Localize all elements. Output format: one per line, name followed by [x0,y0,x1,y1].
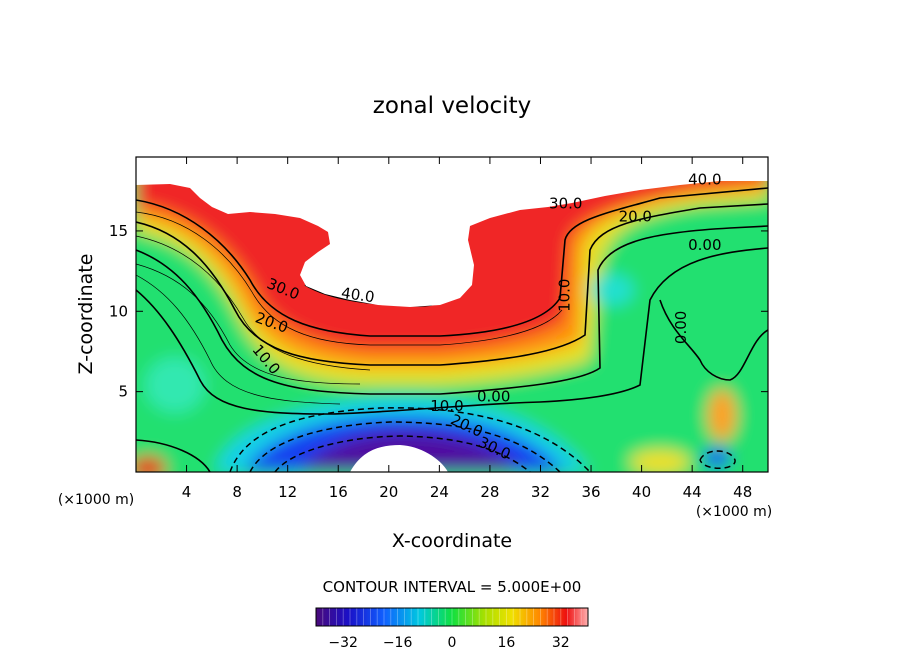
y-axis-label: Z-coordinate [75,254,97,375]
contour-label: 40.0 [688,170,721,188]
y-tick-label: 10 [109,302,128,320]
x-tick-label: 32 [531,483,550,501]
contour-neg-20 [249,421,561,472]
chart-title: zonal velocity [373,93,531,119]
x-unit-left: (×1000 m) [58,492,134,508]
y-tick-label: 5 [118,383,128,401]
topography-lower [350,445,448,472]
x-axis-label: X-coordinate [392,530,512,552]
contour-neg-30 [274,435,531,472]
colorbar-tick-label: 32 [552,635,570,651]
contour-label: 0.00 [477,387,510,405]
colorbar: −32 −16 0 16 32 [315,607,589,651]
contour-neg-10 [229,407,591,472]
field-cyan-patch-right [590,274,634,306]
field-orange-patch [708,389,736,441]
colorbar-ticks: −32 −16 0 16 32 [328,635,569,651]
contour-label: 30.0 [549,194,582,212]
contour-label-layer: 40.030.020.010.00.0010.020.030.040.030.0… [249,170,722,463]
contour-label: 0.00 [672,311,690,344]
field-red-corner [136,456,166,472]
contour-label: 0.00 [688,236,721,254]
colorbar-tick-label: −16 [383,635,413,651]
colorbar-tick-label: 16 [497,635,515,651]
contour-label: 40.0 [340,284,376,306]
x-tick-label: 48 [733,483,752,501]
contour-30 [136,187,768,337]
contour-thin-25 [136,235,371,371]
contour-neg-right [699,450,736,469]
contour-interval-note: CONTOUR INTERVAL = 5.000E+00 [323,578,582,596]
contour-10 [136,225,768,395]
contour-field [136,157,768,472]
x-tick-label: 36 [581,483,600,501]
contour-label: 20.0 [619,207,652,225]
contour-thin-15 [136,263,361,385]
contour-label: 10.0 [556,279,574,312]
thin-contours [136,211,563,405]
topography-upper [136,157,768,307]
x-tick-label: 8 [232,483,242,501]
field-cyan-patch-left [145,357,205,413]
field-blue-patch [703,448,731,468]
plot-frame [135,156,769,473]
contour-0 [136,247,768,415]
contour-20 [136,203,768,366]
contour-0-right [659,299,768,381]
field-yellow-bottom [630,450,690,472]
colorbar-tick-label: −32 [328,635,358,651]
colorbar-frame [315,607,589,627]
x-tick-label: 20 [379,483,398,501]
contour-label: 10.0 [430,397,463,415]
colorbar-stripes [315,608,589,626]
y-tick-label: 15 [109,222,128,240]
colorbar-tick-label: 0 [448,635,457,651]
x-tick-label: 16 [329,483,348,501]
negative-contours [229,407,736,472]
colorbar-gradient [316,608,588,626]
x-tick-label: 28 [480,483,499,501]
x-unit-right: (×1000 m) [696,504,772,520]
x-tick-label: 44 [683,483,702,501]
x-tick-label: 40 [632,483,651,501]
x-tick-label: 24 [430,483,449,501]
contour-0-lower [136,439,211,472]
contour-thin-35 [136,211,563,346]
x-tick-label: 12 [278,483,297,501]
contour-thin-5 [136,274,341,405]
x-tick-label: 4 [182,483,192,501]
